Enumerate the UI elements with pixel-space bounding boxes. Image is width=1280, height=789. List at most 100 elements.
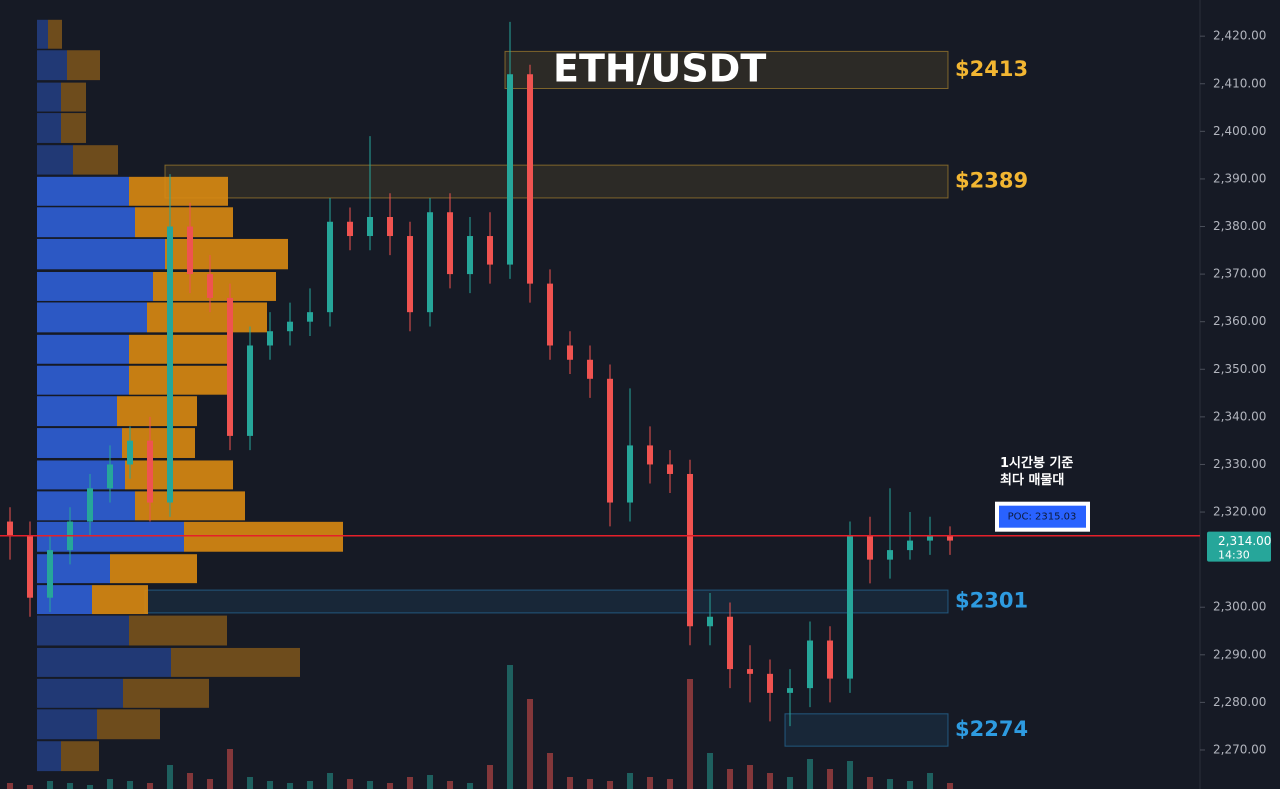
volume-bar bbox=[487, 765, 493, 789]
profile-sell bbox=[73, 145, 118, 175]
volume-bar bbox=[907, 781, 913, 789]
profile-sell bbox=[125, 460, 233, 490]
y-tick-label: 2,370.00 bbox=[1213, 267, 1266, 281]
volume-bar bbox=[387, 783, 393, 789]
volume-bar bbox=[447, 781, 453, 789]
volume-bar bbox=[407, 777, 413, 789]
candle-body bbox=[427, 212, 433, 313]
volume-bar bbox=[727, 769, 733, 789]
candle-body bbox=[387, 216, 393, 237]
candle-body bbox=[847, 535, 853, 679]
countdown: 14:30 bbox=[1218, 549, 1250, 562]
candle-body bbox=[607, 378, 613, 503]
profile-buy bbox=[37, 238, 165, 270]
candle-body bbox=[687, 473, 693, 627]
y-tick-label: 2,330.00 bbox=[1213, 457, 1266, 471]
volume-profile bbox=[37, 19, 343, 772]
y-tick-label: 2,290.00 bbox=[1213, 647, 1266, 661]
volume-bar bbox=[507, 665, 513, 789]
candle-body bbox=[627, 445, 633, 503]
volume-bar bbox=[947, 783, 953, 789]
volume-bar bbox=[67, 783, 73, 789]
profile-sell bbox=[61, 741, 99, 772]
annotation: 최다 매물대 bbox=[1000, 472, 1064, 488]
candle-body bbox=[507, 74, 513, 265]
candle-body bbox=[407, 236, 413, 313]
candle-body bbox=[567, 345, 573, 360]
zone-label: $2389 bbox=[955, 169, 1028, 193]
volume-bar bbox=[47, 781, 53, 789]
candle-body bbox=[767, 673, 773, 693]
zones: $2413 $2389 $2301 $2274 bbox=[144, 50, 1028, 747]
profile-sell bbox=[117, 396, 197, 427]
volume-bar bbox=[867, 777, 873, 789]
profile-sell bbox=[184, 521, 343, 552]
last-price-badge bbox=[1207, 531, 1271, 562]
candle-body bbox=[287, 321, 293, 332]
candle-body bbox=[587, 359, 593, 379]
candle-body bbox=[27, 535, 33, 598]
candle-body bbox=[367, 216, 373, 237]
profile-buy bbox=[37, 491, 135, 521]
y-tick-label: 2,390.00 bbox=[1213, 171, 1266, 185]
profile-buy bbox=[37, 678, 123, 708]
volume-bar bbox=[827, 769, 833, 789]
volume-bar bbox=[807, 759, 813, 789]
profile-sell bbox=[97, 709, 160, 740]
candle-body bbox=[707, 616, 713, 627]
candle-body bbox=[467, 236, 473, 275]
profile-buy bbox=[37, 709, 97, 740]
volume-bar bbox=[607, 781, 613, 789]
profile-sell bbox=[67, 50, 100, 81]
volume-bar bbox=[527, 699, 533, 789]
profile-buy bbox=[37, 365, 129, 395]
zone-label: $2413 bbox=[955, 57, 1028, 81]
candle-body bbox=[347, 221, 353, 237]
profile-buy bbox=[37, 521, 184, 552]
volume-bar bbox=[7, 783, 13, 789]
candle-body bbox=[647, 445, 653, 465]
zone-label: $2301 bbox=[955, 589, 1028, 613]
candle-body bbox=[167, 226, 173, 503]
volume-bar bbox=[167, 765, 173, 789]
candle-body bbox=[667, 464, 673, 474]
profile-buy bbox=[37, 50, 67, 81]
candle-body bbox=[867, 535, 873, 560]
volume-bar bbox=[307, 781, 313, 789]
volume-bar bbox=[107, 779, 113, 789]
candle-body bbox=[807, 640, 813, 689]
candle-body bbox=[187, 226, 193, 275]
candle-body bbox=[947, 535, 953, 541]
candle-body bbox=[247, 345, 253, 436]
profile-sell bbox=[61, 82, 86, 112]
candle-body bbox=[827, 640, 833, 679]
candle-body bbox=[447, 212, 453, 275]
zone-label: $2274 bbox=[955, 717, 1028, 741]
volume-bar bbox=[127, 781, 133, 789]
volume-bar bbox=[187, 773, 193, 789]
volume-bar bbox=[467, 783, 473, 789]
profile-sell bbox=[153, 272, 276, 301]
profile-sell bbox=[48, 19, 62, 49]
y-tick-label: 2,280.00 bbox=[1213, 695, 1266, 709]
volume-bar bbox=[747, 765, 753, 789]
volume-bar bbox=[847, 761, 853, 789]
volume-bar bbox=[787, 777, 793, 789]
profile-sell bbox=[129, 334, 227, 364]
volume-bar bbox=[567, 777, 573, 789]
last-price: 2,314.00 bbox=[1218, 534, 1271, 548]
profile-sell bbox=[92, 585, 148, 615]
candle-body bbox=[727, 616, 733, 670]
profile-sell bbox=[129, 365, 227, 395]
volume-bar bbox=[887, 779, 893, 789]
candle-body bbox=[87, 488, 93, 522]
y-tick-label: 2,340.00 bbox=[1213, 409, 1266, 423]
candle-body bbox=[787, 688, 793, 693]
y-tick-label: 2,300.00 bbox=[1213, 600, 1266, 614]
profile-buy bbox=[37, 647, 171, 677]
candle-body bbox=[747, 669, 753, 674]
volume-bar bbox=[27, 785, 33, 789]
candle-body bbox=[7, 521, 13, 536]
